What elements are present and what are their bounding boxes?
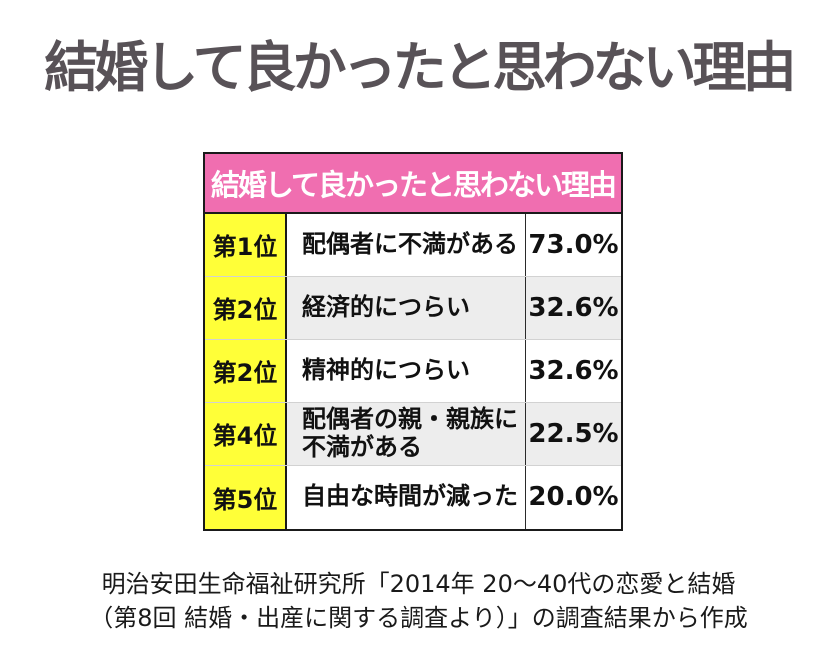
rank-cell: 第2位	[205, 339, 287, 402]
table-row-2: 第2位 経済的につらい 32.6%	[205, 276, 621, 340]
reason-cell: 配偶者の親・親族に 不満がある	[287, 402, 526, 465]
rank-cell: 第4位	[205, 402, 287, 465]
percent-cell: 32.6%	[526, 276, 621, 339]
reason-cell: 配偶者に不満がある	[287, 213, 526, 276]
ranking-table: 結婚して良かったと思わない理由 第1位 配偶者に不満がある 73.0% 第2位 …	[203, 151, 623, 531]
reason-cell: 精神的につらい	[287, 339, 526, 402]
table-row-3: 第2位 精神的につらい 32.6%	[205, 339, 621, 403]
percent-cell: 20.0%	[528, 482, 619, 512]
rank-cell: 第5位	[205, 465, 287, 529]
rank-cell: 第2位	[205, 276, 287, 339]
table-row-4: 第4位 配偶者の親・親族に 不満がある 22.5%	[205, 402, 621, 466]
infographic-page: 結婚して良かったと思わない理由 結婚して良かったと思わない理由 第1位 配偶者に…	[0, 34, 837, 651]
source-line-1: 明治安田生命福祉研究所「2014年 20～40代の恋愛と結婚	[101, 569, 736, 598]
table-header: 結婚して良かったと思わない理由	[205, 153, 621, 214]
page-title: 結婚して良かったと思わない理由	[44, 36, 796, 99]
source-note: 明治安田生命福祉研究所「2014年 20～40代の恋愛と結婚 （第8回 結婚・出…	[0, 567, 837, 635]
source-line-2: （第8回 結婚・出産に関する調査より）」の調査結果から作成	[89, 603, 748, 632]
table-row-5: 第5位 自由な時間が減った 20.0%	[205, 465, 621, 529]
percent-cell: 73.0%	[528, 229, 619, 260]
percent-cell: 32.6%	[528, 355, 619, 386]
reason-cell: 自由な時間が減った	[287, 465, 526, 529]
table-row-1: 第1位 配偶者に不満がある 73.0%	[205, 213, 621, 277]
percent-cell: 22.5%	[526, 402, 621, 465]
reason-cell: 経済的につらい	[287, 276, 526, 339]
rank-cell: 第1位	[205, 213, 287, 276]
